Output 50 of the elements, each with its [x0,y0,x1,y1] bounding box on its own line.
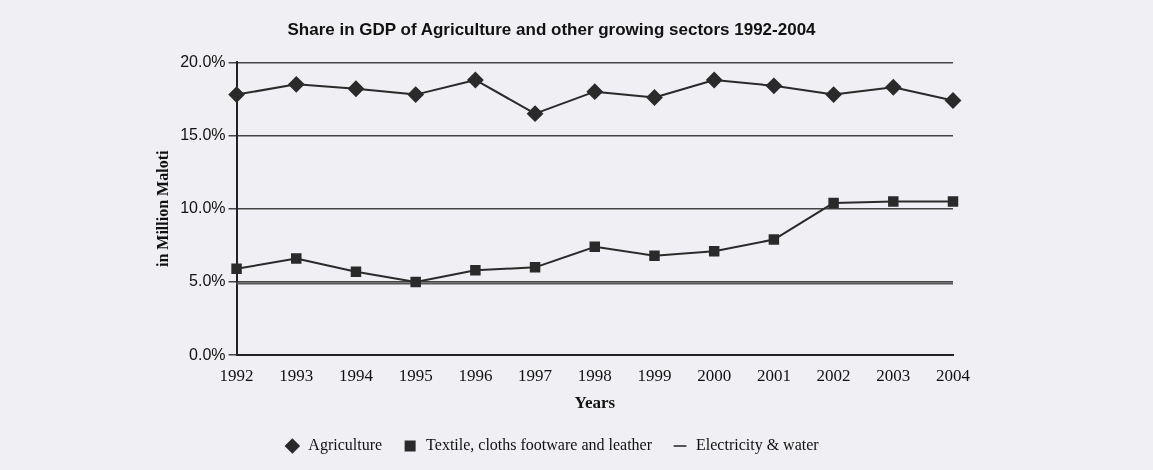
point [231,263,242,275]
point [825,86,842,103]
y-tick-label: 15.0% [180,126,226,144]
point [470,265,481,276]
point [646,89,663,106]
point [589,241,601,253]
x-tick-label: 1995 [398,365,433,385]
x-tick-label: 1997 [518,365,553,385]
point [765,77,782,94]
y-axis-title: in Million Maloti [153,150,171,268]
point [350,266,362,277]
x-tick-label: 2000 [697,365,732,385]
x-axis-title: Years [574,393,616,413]
x-tick-label: 1996 [458,365,493,385]
y-tick-label: 0.0% [189,345,226,363]
x-tick-label: 1992 [219,365,254,385]
point [768,234,780,245]
point [888,196,899,207]
point [410,276,421,288]
y-tick-label: 5.0% [189,272,226,290]
point [407,86,424,103]
x-tick-label: 1998 [577,365,612,385]
point [586,83,603,100]
point [291,253,302,264]
x-tick-label: 1994 [338,365,374,385]
x-tick-label: 2003 [876,365,911,385]
point [228,86,245,103]
point [706,71,723,88]
point [828,197,839,209]
legend-label: Agriculture [308,436,383,455]
point [288,76,305,93]
point [945,92,961,109]
point [947,196,959,207]
x-tick-label: 2001 [756,365,791,385]
legend-label: Textile, cloths footware and leather [426,436,653,454]
y-tick-label: 20.0% [180,52,226,70]
point [649,250,660,261]
x-tick-label: 1993 [279,365,314,385]
point [885,79,902,96]
y-tick-label: 10.0% [180,199,226,217]
point [527,105,544,122]
x-tick-label: 2002 [816,365,851,385]
legend-label: Electricity & water [696,436,820,455]
x-tick-label: 2004 [936,365,971,385]
x-tick-label: 1999 [637,365,672,385]
point [708,246,720,257]
point [529,262,541,273]
chart-title: Share in GDP of Agriculture and other growing sectors 1992-2004 [287,19,817,39]
point [347,80,364,97]
point [467,71,484,88]
